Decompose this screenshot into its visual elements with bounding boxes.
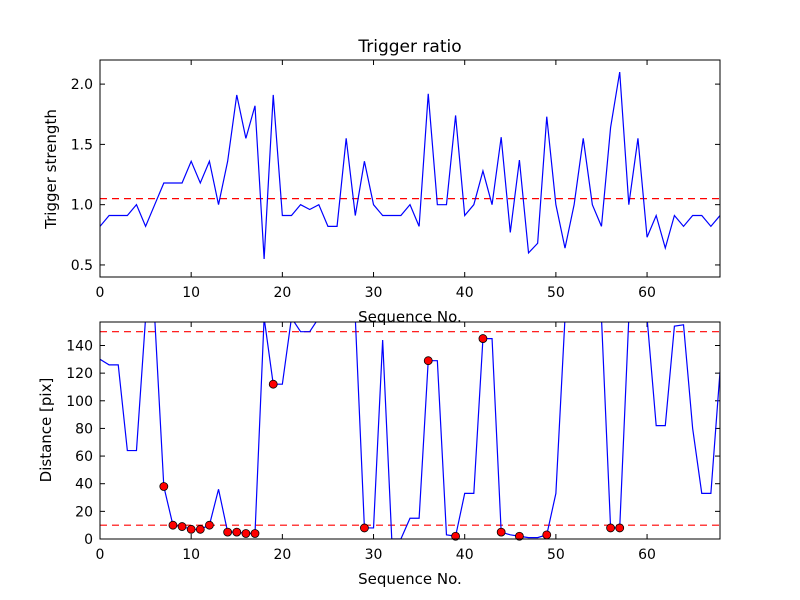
x-tick-label: 60 [638,547,656,563]
axes-frame [99,59,721,278]
y-axis-label: Distance [pix] [37,378,55,483]
x-tick-label: 20 [273,285,291,301]
data-point-marker [515,531,524,541]
y-tick-label: 2.0 [71,77,93,93]
data-point-marker [615,523,625,533]
data-point-marker [223,527,233,537]
y-tick-label: 0.5 [71,258,93,274]
data-point-marker [360,523,369,533]
data-point-marker [423,356,433,366]
data-point-marker [168,520,178,530]
data-point-marker [177,522,187,531]
data-point-marker [195,524,205,534]
data-point-marker [478,334,488,343]
series-line [100,71,720,259]
x-tick-label: 0 [96,285,105,301]
trigger-ratio-chart: Trigger ratio Sequence No. Trigger stren… [42,37,721,326]
y-tick-label: 0 [84,532,93,548]
axis-ticks: 0 10 20 30 40 50 60 0 20 40 60 80 100 120 140 [66,322,720,563]
data-point-marker [451,531,460,541]
data-point-marker [241,529,251,538]
data-point-marker [542,530,552,540]
x-tick-label: 60 [638,285,656,301]
marker-layer [159,334,625,541]
y-tick-label: 20 [75,504,93,520]
data-point-marker [232,527,242,537]
x-tick-label: 0 [96,547,105,563]
y-tick-label: 120 [66,366,93,382]
data-point-marker [606,523,615,533]
x-tick-label: 10 [182,285,200,301]
y-tick-label: 140 [66,338,93,354]
axes-frame [99,321,721,540]
distance-chart: Sequence No. Distance [pix] 0 10 20 30 40 50 6… [37,321,721,588]
y-tick-label: 1.0 [71,198,93,214]
x-tick-label: 30 [365,285,383,301]
y-tick-label: 1.5 [71,137,93,153]
x-tick-label: 40 [456,285,474,301]
axis-ticks: 0 10 20 30 40 50 60 0.5 1.0 1.5 2.0 [71,60,720,301]
y-tick-label: 80 [75,421,93,437]
x-axis-label: Sequence No. [358,570,462,588]
x-tick-label: 50 [547,547,565,563]
y-tick-label: 100 [66,394,93,410]
x-tick-label: 10 [182,547,200,563]
y-tick-label: 60 [75,449,93,465]
data-point-marker [186,524,196,534]
plot-area [100,71,720,259]
data-point-marker [159,482,169,491]
x-tick-label: 40 [456,547,474,563]
chart-title: Trigger ratio [357,37,461,57]
data-point-marker [205,520,214,530]
y-axis-label: Trigger strength [42,109,60,230]
data-point-marker [496,527,506,537]
x-tick-label: 20 [273,547,291,563]
data-point-marker [268,379,278,389]
data-point-marker [250,529,260,538]
x-tick-label: 30 [365,547,383,563]
y-tick-label: 40 [75,477,93,493]
x-tick-label: 50 [547,285,565,301]
